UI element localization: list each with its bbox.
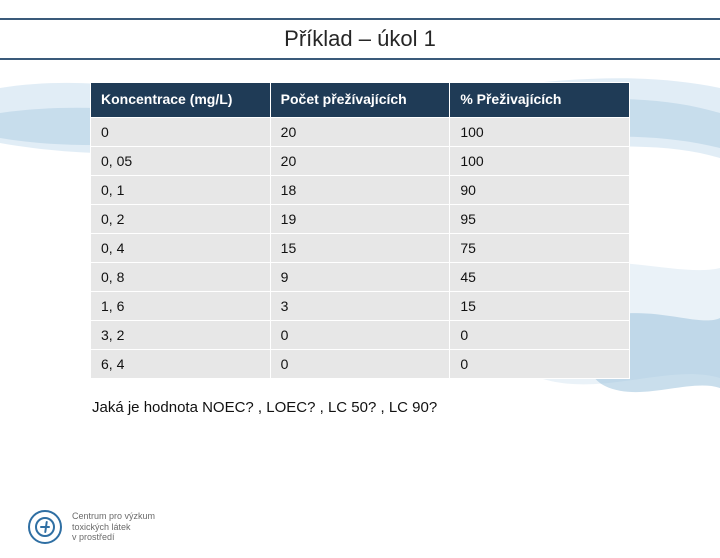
title-bar: Příklad – úkol 1 xyxy=(0,18,720,60)
cell: 0, 1 xyxy=(91,175,271,204)
footer-org: Centrum pro výzkum toxických látek v pro… xyxy=(72,511,155,543)
cell: 1, 6 xyxy=(91,291,271,320)
cell: 45 xyxy=(450,262,630,291)
table-row: 0, 05 20 100 xyxy=(91,146,630,175)
cell: 90 xyxy=(450,175,630,204)
col-header-concentration: Koncentrace (mg/L) xyxy=(91,83,271,118)
footer-line: v prostředí xyxy=(72,532,155,543)
cell: 0, 2 xyxy=(91,204,271,233)
cell: 15 xyxy=(270,233,450,262)
cell: 100 xyxy=(450,117,630,146)
col-header-percent: % Přeživajících xyxy=(450,83,630,118)
cell: 0, 8 xyxy=(91,262,271,291)
cell: 9 xyxy=(270,262,450,291)
table-row: 0, 8 9 45 xyxy=(91,262,630,291)
table-row: 0, 4 15 75 xyxy=(91,233,630,262)
cell: 18 xyxy=(270,175,450,204)
footer: Centrum pro výzkum toxických látek v pro… xyxy=(28,510,155,544)
cell: 0 xyxy=(270,320,450,349)
table-header-row: Koncentrace (mg/L) Počet přežívajících %… xyxy=(91,83,630,118)
col-header-count: Počet přežívajících xyxy=(270,83,450,118)
cell: 0 xyxy=(270,349,450,378)
table-row: 0, 1 18 90 xyxy=(91,175,630,204)
cell: 20 xyxy=(270,146,450,175)
question-text: Jaká je hodnota NOEC? , LOEC? , LC 50? ,… xyxy=(90,399,630,416)
table-row: 6, 4 0 0 xyxy=(91,349,630,378)
cell: 95 xyxy=(450,204,630,233)
table-row: 3, 2 0 0 xyxy=(91,320,630,349)
cell: 15 xyxy=(450,291,630,320)
cell: 0 xyxy=(450,320,630,349)
footer-line: toxických látek xyxy=(72,522,155,533)
cell: 0 xyxy=(450,349,630,378)
cell: 19 xyxy=(270,204,450,233)
cell: 3, 2 xyxy=(91,320,271,349)
cell: 6, 4 xyxy=(91,349,271,378)
table-row: 0, 2 19 95 xyxy=(91,204,630,233)
cell: 100 xyxy=(450,146,630,175)
cell: 0 xyxy=(91,117,271,146)
cell: 0, 4 xyxy=(91,233,271,262)
table-row: 1, 6 3 15 xyxy=(91,291,630,320)
globe-icon xyxy=(28,510,62,544)
cell: 3 xyxy=(270,291,450,320)
footer-line: Centrum pro výzkum xyxy=(72,511,155,522)
cell: 20 xyxy=(270,117,450,146)
data-table: Koncentrace (mg/L) Počet přežívajících %… xyxy=(90,82,630,379)
cell: 0, 05 xyxy=(91,146,271,175)
table-row: 0 20 100 xyxy=(91,117,630,146)
content-area: Koncentrace (mg/L) Počet přežívajících %… xyxy=(0,60,720,416)
slide-title: Příklad – úkol 1 xyxy=(284,26,436,51)
cell: 75 xyxy=(450,233,630,262)
